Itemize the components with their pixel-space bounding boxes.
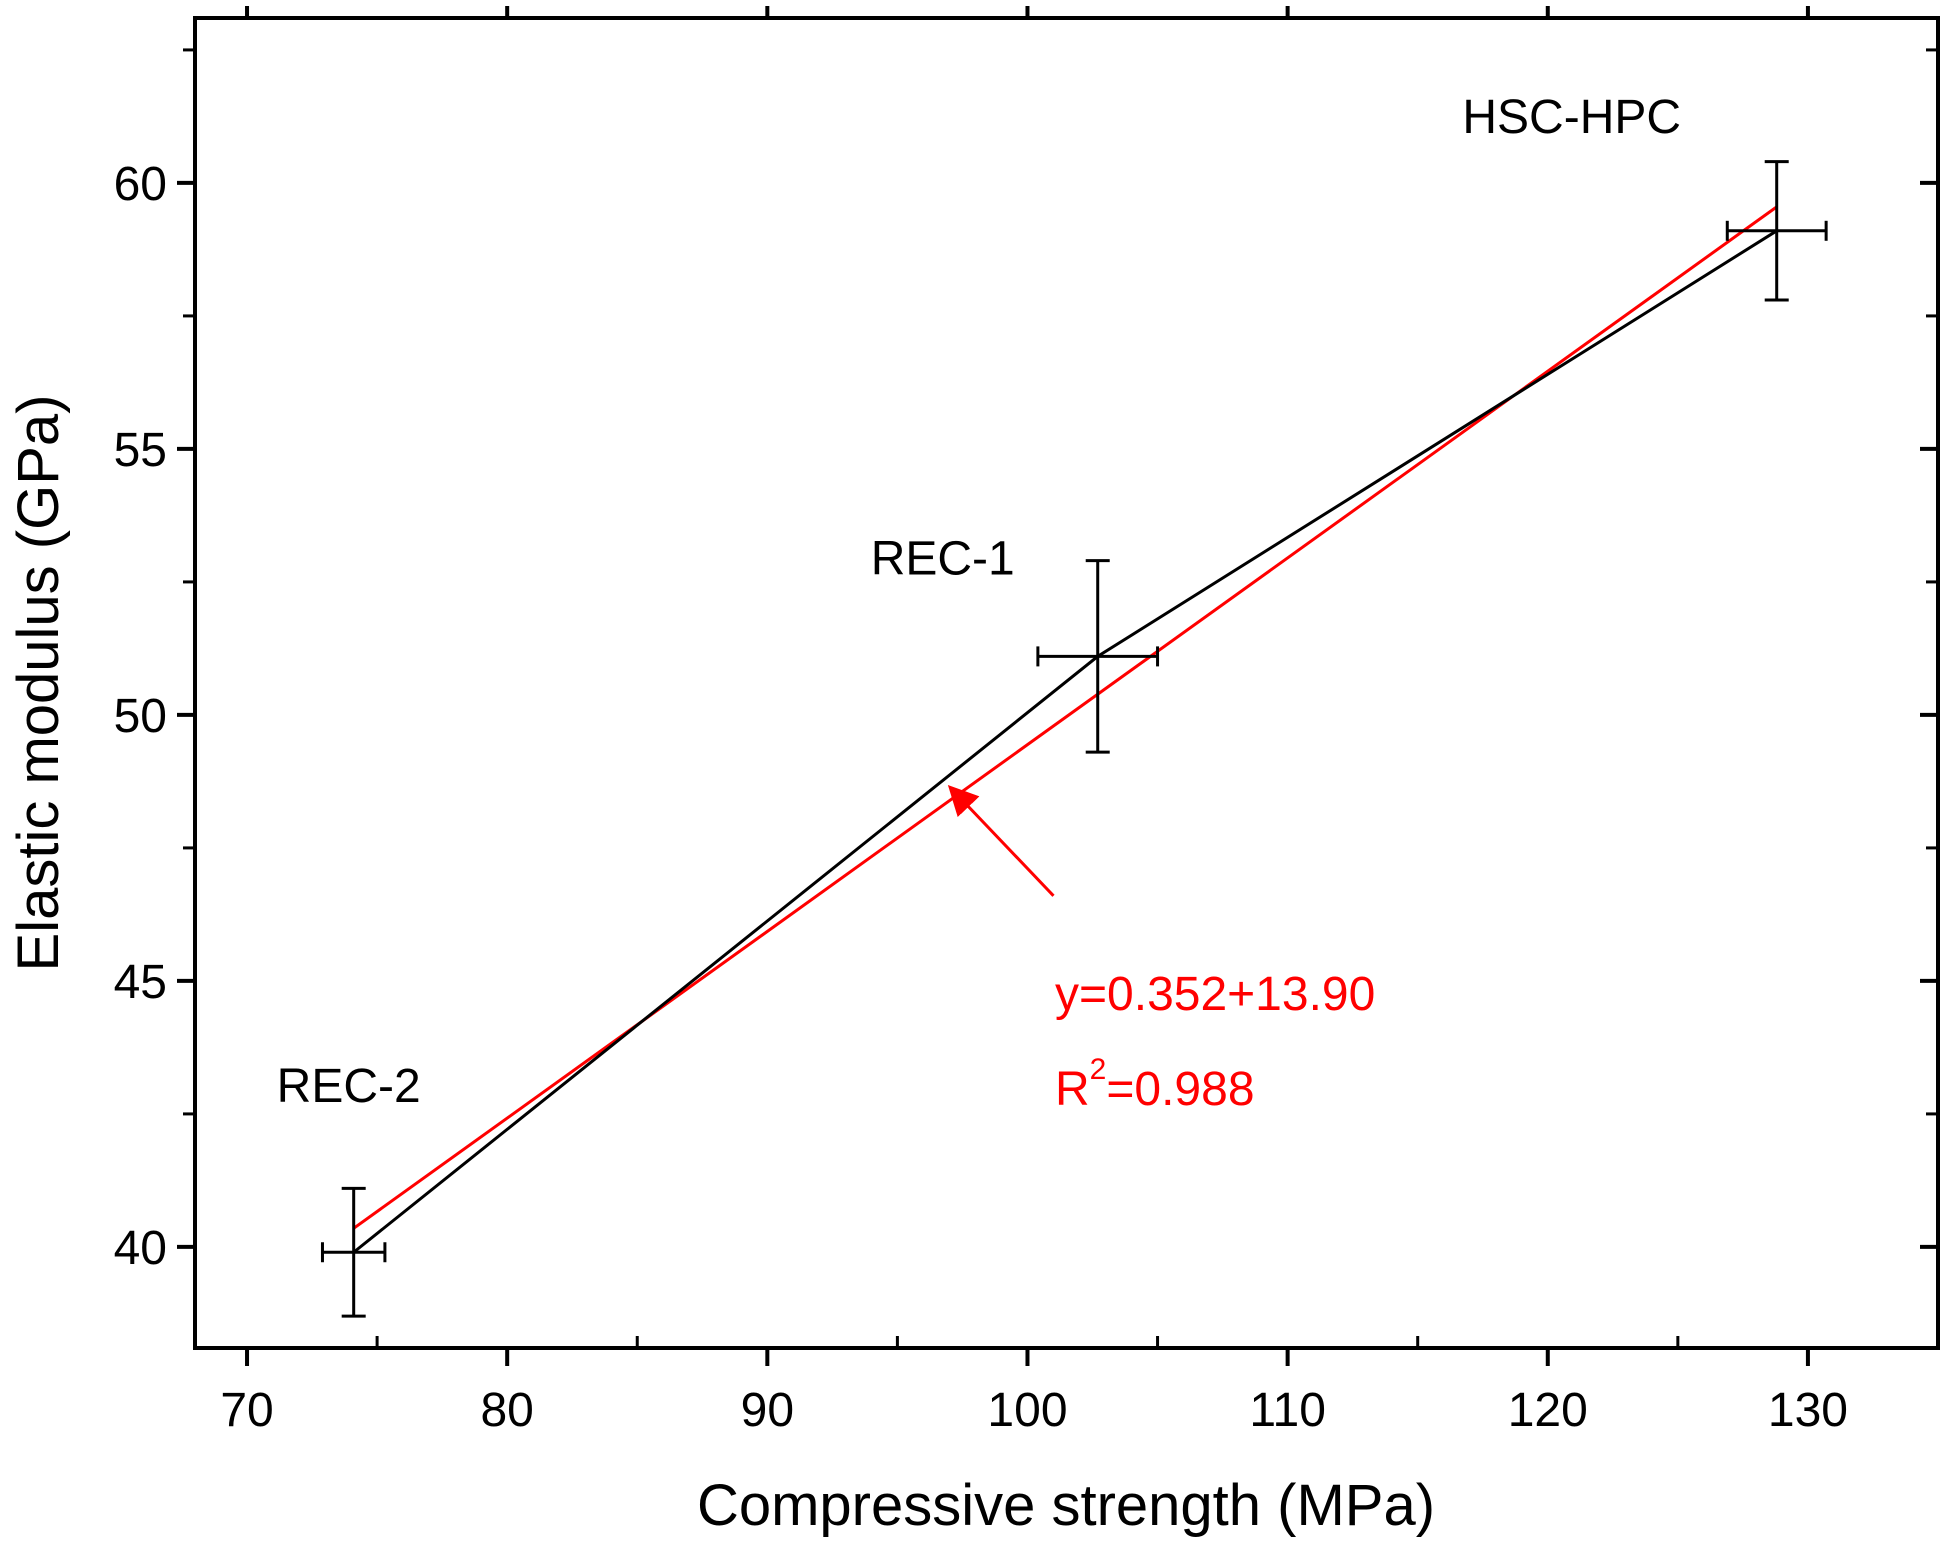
label-layer: REC-2 REC-1 HSC-HPC [277, 91, 1681, 1113]
r2-value: =0.988 [1106, 1063, 1254, 1116]
r2-superscript: 2 [1090, 1053, 1107, 1086]
x-tick-label: 100 [987, 1384, 1067, 1437]
x-tick-label: 90 [741, 1384, 794, 1437]
y-tick-label: 60 [114, 158, 167, 211]
fit-r-squared: R2=0.988 [1055, 1053, 1255, 1116]
data-point [1036, 559, 1160, 754]
r2-prefix: R [1055, 1063, 1090, 1116]
y-tick-label: 45 [114, 956, 167, 1009]
x-axis: 70 80 90 100 110 120 130 [220, 6, 1940, 1437]
y-tick-label: 55 [114, 424, 167, 477]
x-axis-title: Compressive strength (MPa) [697, 1473, 1435, 1538]
data-layer [320, 160, 1828, 1318]
y-axis: 40 45 50 55 60 [114, 48, 1938, 1275]
x-tick-label: 80 [480, 1384, 533, 1437]
x-tick-label: 120 [1508, 1384, 1588, 1437]
y-tick-label: 40 [114, 1222, 167, 1275]
fit-equation: y=0.352+13.90 [1055, 968, 1375, 1021]
x-tick-label: 70 [220, 1384, 273, 1437]
data-point [1725, 160, 1828, 302]
plot-frame [193, 16, 1940, 1350]
x-tick-label: 130 [1768, 1384, 1848, 1437]
fit-layer [352, 205, 1778, 1230]
point-label: HSC-HPC [1462, 91, 1681, 144]
fit-line [352, 205, 1778, 1230]
point-label: REC-2 [277, 1060, 421, 1113]
fit-arrow [947, 785, 1055, 897]
x-tick-label: 110 [1249, 1384, 1326, 1437]
data-point [320, 1186, 387, 1318]
point-label: REC-1 [871, 532, 1015, 585]
y-tick-label: 50 [114, 690, 167, 743]
y-axis-title: Elastic modulus (GPa) [6, 395, 71, 972]
